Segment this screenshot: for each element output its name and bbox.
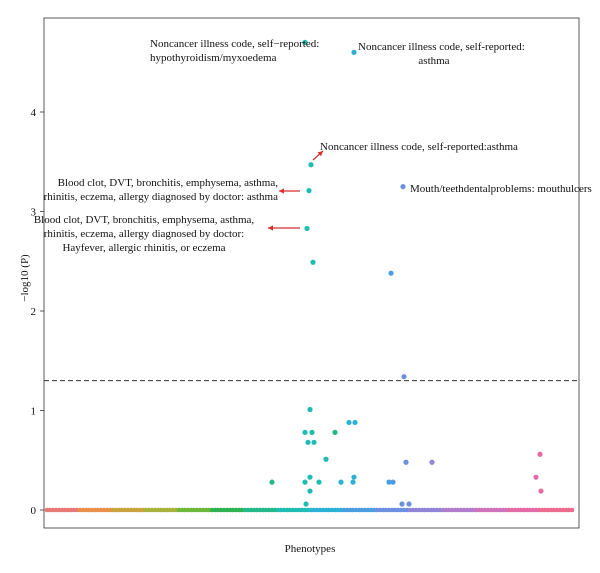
data-point xyxy=(338,479,344,485)
data-point xyxy=(351,49,357,55)
data-point xyxy=(350,479,356,485)
annotation-blood-clot-asthma: Blood clot, DVT, bronchitis, emphysema, … xyxy=(43,177,278,203)
annotation-arrowhead xyxy=(279,188,284,194)
annotation-mouth-ulcers: Mouth/teethdentalproblems: mouthulcers xyxy=(410,183,592,195)
data-points xyxy=(269,39,544,507)
data-point xyxy=(429,459,435,465)
x-axis-label: Phenotypes xyxy=(284,543,336,555)
baseline-points xyxy=(44,507,575,513)
data-point xyxy=(307,474,313,480)
annotation-hypothyroidism: Noncancer illness code, self−reported: h… xyxy=(150,38,320,64)
data-point xyxy=(400,184,406,190)
annotation-asthma-self-reported: Noncancer illness code, self-reported:as… xyxy=(320,141,518,153)
y-tick-label: 2 xyxy=(31,306,37,318)
data-point xyxy=(406,501,412,507)
data-point xyxy=(269,479,275,485)
data-point xyxy=(302,479,308,485)
data-point xyxy=(537,451,543,457)
data-point xyxy=(309,429,315,435)
data-point xyxy=(346,419,352,426)
data-point xyxy=(302,39,308,45)
y-axis-label: −log10 (P) xyxy=(19,254,31,302)
y-tick-label: 0 xyxy=(31,505,37,517)
data-point xyxy=(351,474,357,480)
annotation-arrowhead xyxy=(317,151,323,157)
data-point xyxy=(388,270,394,276)
data-point xyxy=(323,456,329,462)
data-point xyxy=(386,479,392,485)
data-point xyxy=(311,439,317,445)
baseline-point xyxy=(569,507,575,513)
y-tick-label: 1 xyxy=(31,406,37,418)
data-point xyxy=(308,162,314,168)
data-point xyxy=(307,488,313,494)
data-point xyxy=(310,259,316,265)
y-tick-label: 4 xyxy=(31,107,37,119)
data-point xyxy=(352,419,358,426)
plot-panel xyxy=(43,17,580,529)
data-point xyxy=(533,474,539,480)
data-point xyxy=(399,501,405,507)
data-point xyxy=(403,459,409,465)
y-axis: 0 1 2 3 4 xyxy=(31,107,44,517)
data-point xyxy=(302,429,308,435)
annotation-blood-clot-hayfever: Blood clot, DVT, bronchitis, emphysema, … xyxy=(33,214,255,254)
data-point xyxy=(303,501,309,507)
annotation-arrows xyxy=(268,150,324,231)
data-point xyxy=(306,188,312,194)
data-point xyxy=(304,225,310,232)
data-point xyxy=(332,429,338,435)
data-point xyxy=(390,479,396,485)
annotation-arrowhead xyxy=(268,225,273,231)
data-point xyxy=(307,406,313,413)
data-point xyxy=(316,479,322,485)
data-point xyxy=(538,488,544,494)
data-point xyxy=(305,439,311,445)
annotation-asthma-top: Noncancer illness code, self-reported: a… xyxy=(358,41,525,67)
y-tick-label: 3 xyxy=(31,207,37,219)
data-point xyxy=(401,374,407,380)
